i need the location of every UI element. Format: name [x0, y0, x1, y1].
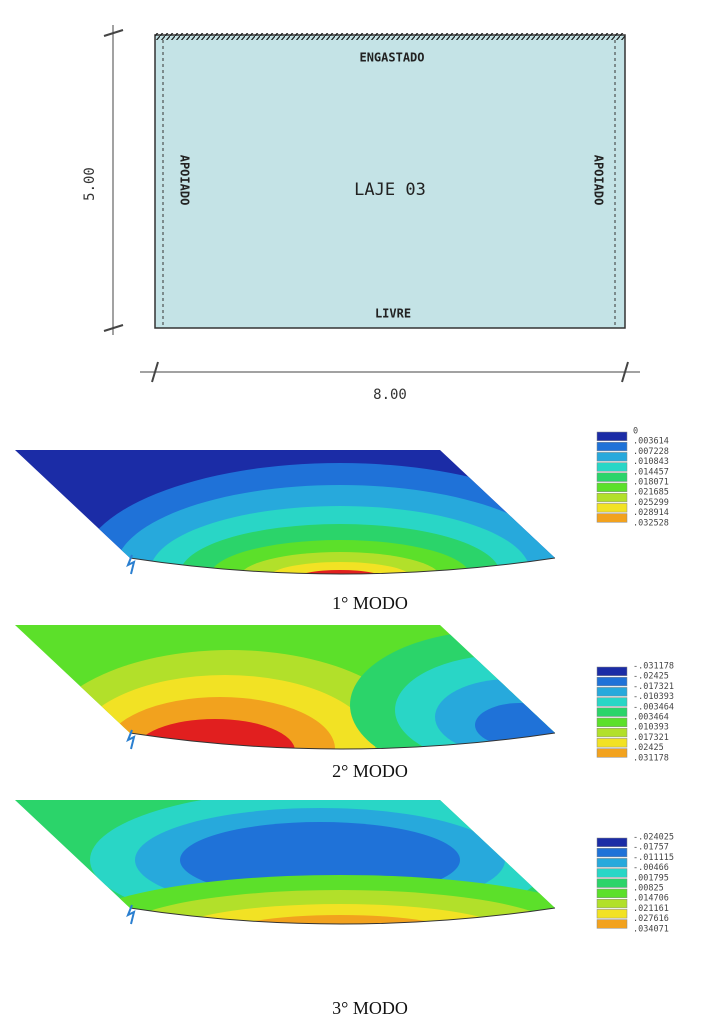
legend-label: .028914	[633, 508, 669, 518]
legend-swatch	[597, 514, 627, 523]
legend: -.031178-.02425-.017321-.010393-.003464.…	[597, 662, 674, 764]
legend-swatch	[597, 493, 627, 502]
legend-label: .003614	[633, 437, 669, 447]
legend-label: -.017321	[633, 682, 674, 692]
contour-band	[295, 570, 385, 588]
legend-swatch	[597, 442, 627, 451]
legend-swatch	[597, 848, 627, 857]
legend-swatch	[597, 432, 627, 441]
legend-label: .02425	[633, 743, 664, 753]
contour-band	[120, 890, 560, 974]
legend-label: .025299	[633, 498, 669, 508]
contour-band	[105, 697, 335, 801]
contour-band	[135, 719, 295, 783]
legend-label: .031178	[633, 753, 669, 763]
legend-label: .003464	[633, 713, 669, 723]
legend-label: .021685	[633, 488, 669, 498]
slab-label: LAJE 03	[354, 180, 426, 200]
edge-label: APOIADO	[592, 155, 606, 206]
legend-label: .010393	[633, 723, 669, 733]
legend-label: -.010393	[633, 692, 674, 702]
legend-swatch	[597, 698, 627, 707]
legend-swatch	[597, 738, 627, 747]
legend-swatch	[597, 879, 627, 888]
edge-label: APOIADO	[178, 155, 192, 206]
legend-label: .00825	[633, 884, 664, 894]
legend-swatch	[597, 909, 627, 918]
legend-label: -.024025	[633, 833, 674, 843]
legend-swatch	[597, 473, 627, 482]
legend-swatch	[597, 920, 627, 929]
edge-label: LIVRE	[375, 307, 411, 321]
legend-swatch	[597, 483, 627, 492]
legend-label: -.031178	[633, 662, 674, 672]
page: ENGASTADO LIVRE APOIADO APOIADO LAJE 03 …	[0, 0, 727, 1028]
legend-label: .017321	[633, 733, 669, 743]
contour-band	[475, 703, 565, 747]
legend-swatch	[597, 728, 627, 737]
dimension-label: 5.00	[82, 167, 98, 201]
legend: -.024025-.01757-.011115-.00466.001795.00…	[597, 833, 674, 935]
legend-label: .007228	[633, 447, 669, 457]
legend-label: .014457	[633, 467, 669, 477]
legend-label: -.01757	[633, 843, 669, 853]
legend-label: .032528	[633, 518, 669, 528]
legend-swatch	[597, 858, 627, 867]
legend-swatch	[597, 503, 627, 512]
legend-label: .027616	[633, 914, 669, 924]
legend-swatch	[597, 677, 627, 686]
legend-swatch	[597, 708, 627, 717]
legend-label: .001795	[633, 873, 669, 883]
legend-swatch	[597, 463, 627, 472]
legend: 0.003614.007228.010843.014457.018071.021…	[597, 427, 669, 529]
legend-swatch	[597, 838, 627, 847]
legend-label: .014706	[633, 894, 669, 904]
mode-plot	[15, 790, 610, 985]
figure: ENGASTADO LIVRE APOIADO APOIADO LAJE 03 …	[0, 0, 727, 1028]
legend-label: -.003464	[633, 702, 674, 712]
legend-swatch	[597, 899, 627, 908]
legend-label: 0	[633, 427, 638, 437]
contour-band	[268, 562, 412, 594]
legend-label: -.00466	[633, 863, 669, 873]
plan-drawing: ENGASTADO LIVRE APOIADO APOIADO LAJE 03 …	[82, 25, 640, 403]
contours	[70, 790, 610, 985]
legend-swatch	[597, 718, 627, 727]
mode-caption: 3° MODO	[332, 998, 408, 1018]
legend-swatch	[597, 889, 627, 898]
legend-swatch	[597, 452, 627, 461]
contour-band	[270, 924, 410, 948]
legend-label: -.011115	[633, 853, 674, 863]
legend-swatch	[597, 667, 627, 676]
legend-label: .010843	[633, 457, 669, 467]
legend-label: .034071	[633, 924, 669, 934]
legend-label: .018071	[633, 478, 669, 488]
mode-caption: 2° MODO	[332, 761, 408, 781]
legend-swatch	[597, 749, 627, 758]
legend-label: -.02425	[633, 672, 669, 682]
legend-swatch	[597, 869, 627, 878]
legend-swatch	[597, 687, 627, 696]
legend-label: .021161	[633, 904, 669, 914]
fixed-edge-hatch	[155, 33, 625, 40]
contour-band	[170, 904, 510, 964]
dimension-label: 8.00	[373, 387, 407, 403]
mode-caption: 1° MODO	[332, 593, 408, 613]
edge-label: ENGASTADO	[359, 51, 424, 65]
